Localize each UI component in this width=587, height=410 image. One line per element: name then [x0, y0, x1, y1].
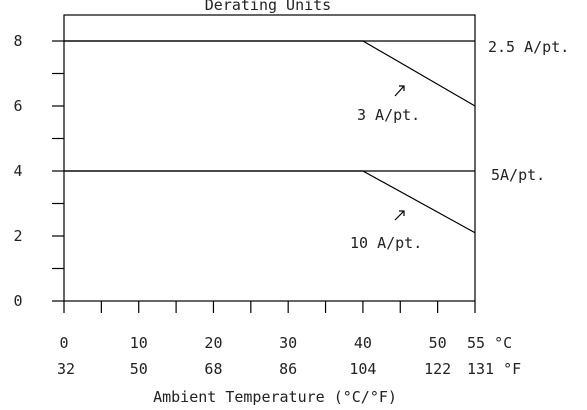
x-tick-label-fahrenheit: 86: [279, 360, 297, 378]
y-tick-label: 8: [13, 32, 22, 50]
y-tick-label: 2: [13, 227, 22, 245]
annotation-3a-per-point: 3 A/pt.: [357, 106, 420, 124]
x-tick-label-celsius: 20: [204, 334, 222, 352]
annotation-10a-per-point: 10 A/pt.: [350, 234, 422, 252]
x-tick-label-fahrenheit: 104: [349, 360, 376, 378]
x-tick-label-fahrenheit: 68: [204, 360, 222, 378]
series-layer: [64, 40, 476, 234]
arrow-10a-head: [399, 210, 405, 216]
x-tick-label-fahrenheit: 32: [57, 360, 75, 378]
annotation-2-5a-per-point: 2.5 A/pt.: [488, 38, 569, 56]
series-line-10-a-pt: [64, 170, 476, 234]
x-tick-label-celsius: 30: [279, 334, 297, 352]
arrow-10a-shaft: [394, 210, 405, 221]
y-axis-ticks: 0 2 4 6 8: [13, 32, 64, 310]
x-tick-label-fahrenheit: 50: [130, 360, 148, 378]
x-tick-label-celsius: 40: [354, 334, 372, 352]
x-tick-label-celsius: 50: [429, 334, 447, 352]
x-tick-label-celsius: 10: [130, 334, 148, 352]
plot-frame: [63, 14, 476, 302]
y-tick-label: 0: [13, 292, 22, 310]
y-tick-label: 6: [13, 97, 22, 115]
y-tick-label: 4: [13, 162, 22, 180]
x-tick-label-fahrenheit: 131 °F: [467, 360, 521, 378]
x-tick-label-fahrenheit: 122: [424, 360, 451, 378]
x-axis-ticks: 0 32 10 50 20 68 30 86 40 104 50 122 55 °C 131 °F: [57, 301, 521, 378]
arrow-3a-head: [399, 85, 405, 91]
x-axis-label: Ambient Temperature (°C/°F): [153, 388, 397, 406]
chart-title: Derating Units: [205, 0, 331, 14]
x-tick-label-celsius: 55 °C: [467, 334, 512, 352]
annotation-5a-per-point: 5A/pt.: [491, 166, 545, 184]
arrow-3a-shaft: [394, 85, 405, 97]
x-tick-label-celsius: 0: [59, 334, 68, 352]
series-line-3-a-pt: [64, 40, 476, 107]
